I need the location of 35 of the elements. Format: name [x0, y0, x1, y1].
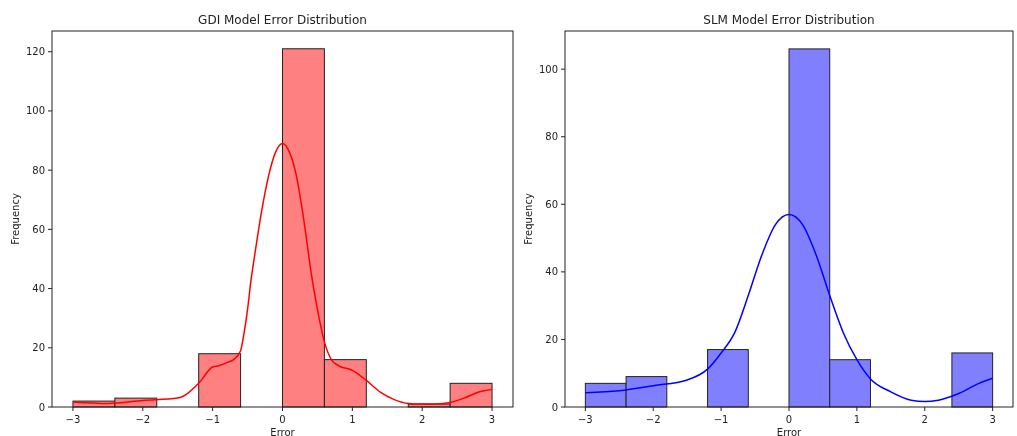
y-tick-label: 0: [551, 401, 558, 413]
y-tick-label: 0: [38, 401, 45, 413]
x-tick-label: −1: [713, 414, 729, 425]
x-tick-label: 2: [921, 414, 928, 425]
y-tick-label: 60: [32, 223, 45, 235]
x-tick-label: 3: [989, 414, 996, 425]
y-axis-title: Frequency: [523, 193, 534, 245]
y-tick-label: 40: [32, 283, 45, 295]
x-tick-label: −3: [65, 414, 81, 425]
y-tick-label: 40: [545, 266, 558, 278]
y-axis-title: Frequency: [10, 193, 21, 245]
y-tick-label: 120: [25, 46, 45, 58]
x-tick-label: 0: [785, 414, 793, 425]
x-tick-label: −1: [205, 414, 221, 425]
y-tick-label: 80: [32, 164, 45, 176]
x-tick-label: 1: [853, 414, 861, 425]
line-series: [584, 213, 994, 403]
line-series: [72, 142, 493, 405]
y-tick-label: 100: [25, 105, 45, 117]
x-tick-label: 2: [419, 414, 426, 425]
y-tick-label: 100: [538, 63, 558, 75]
x-axis-title: Error: [270, 427, 296, 436]
y-tick-label: 60: [545, 198, 558, 210]
chart-title: SLM Model Error Distribution: [703, 13, 875, 27]
x-tick-label: 0: [279, 414, 286, 425]
x-tick-label: −2: [135, 414, 151, 425]
x-tick-label: −3: [577, 414, 593, 425]
x-tick-label: −2: [645, 414, 661, 425]
chart-title: GDI Model Error Distribution: [198, 13, 367, 27]
x-axis-title: Error: [776, 427, 803, 436]
y-tick-label: 80: [545, 131, 558, 143]
y-tick-label: 20: [545, 333, 558, 345]
x-tick-label: 1: [349, 414, 356, 425]
x-tick-label: 3: [488, 414, 496, 425]
y-tick-label: 20: [32, 342, 45, 354]
